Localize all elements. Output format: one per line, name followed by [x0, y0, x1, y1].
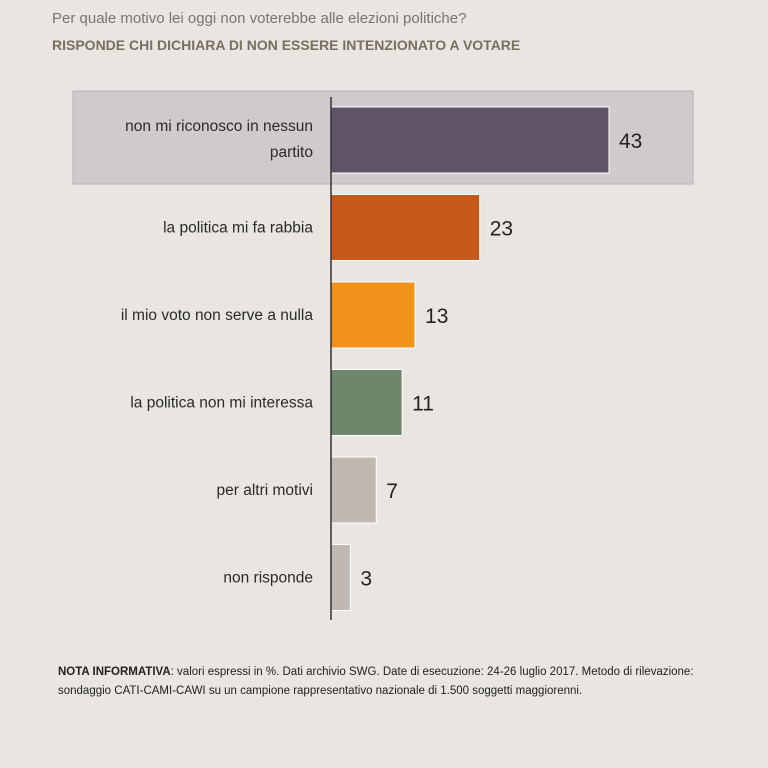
bar	[330, 456, 377, 524]
bar	[330, 194, 481, 261]
category-label: non mi riconosco in nessun	[125, 118, 313, 135]
value-label: 43	[619, 130, 642, 153]
bar	[330, 544, 351, 611]
chart-subtitle: RISPONDE CHI DICHIARA DI NON ESSERE INTE…	[52, 37, 521, 53]
value-label: 23	[490, 218, 513, 241]
bar	[330, 369, 403, 436]
note-text: : valori espressi in %. Dati archivio SW…	[58, 666, 694, 697]
bar	[330, 281, 416, 349]
value-label: 7	[386, 480, 398, 503]
value-label: 3	[360, 568, 372, 591]
category-label: partito	[270, 144, 313, 161]
bar	[330, 106, 610, 174]
value-label: 13	[425, 305, 448, 328]
category-label: la politica mi fa rabbia	[163, 220, 313, 237]
value-label: 11	[412, 393, 434, 416]
bar-chart: 43 non mi riconosco in nessun partito 23 la …	[72, 90, 694, 620]
category-label: la politica non mi interessa	[130, 395, 313, 412]
category-label: il mio voto non serve a nulla	[121, 307, 314, 324]
note-label: NOTA INFORMATIVA	[58, 666, 171, 678]
informative-note: NOTA INFORMATIVA: valori espressi in %. …	[58, 663, 738, 701]
category-label: non risponde	[223, 570, 313, 587]
chart-title: Per quale motivo lei oggi non voterebbe …	[52, 10, 467, 27]
category-label: per altri motivi	[217, 482, 313, 499]
